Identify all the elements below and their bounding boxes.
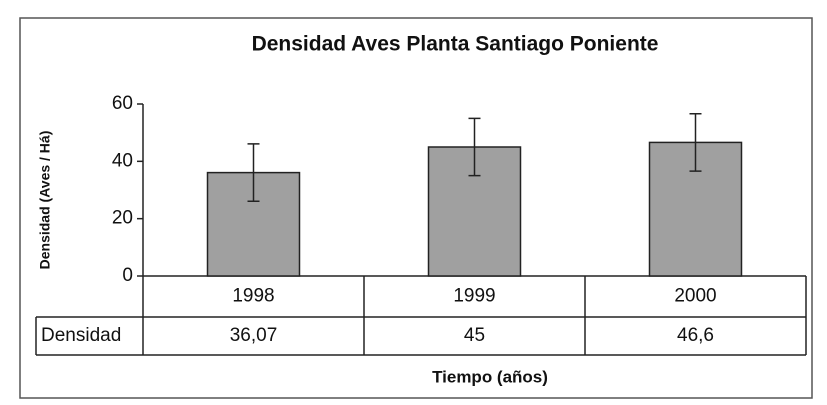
x-tick-label: 2000: [674, 286, 716, 307]
x-tick-label: 1999: [453, 286, 495, 307]
error-bar: [247, 143, 260, 203]
legend-label: Densidad: [41, 325, 121, 346]
table-value: 46,6: [677, 325, 714, 346]
error-bar: [689, 112, 702, 172]
y-axis-label: Densidad (Aves / Há): [37, 131, 53, 270]
error-bar: [468, 117, 481, 177]
y-tick-label: 0: [122, 265, 133, 286]
bar: [427, 146, 522, 277]
bar: [206, 171, 301, 277]
chart-title: Densidad Aves Planta Santiago Poniente: [252, 33, 659, 56]
y-tick-label: 20: [112, 208, 133, 229]
table-value: 45: [464, 325, 485, 346]
x-tick-label: 1998: [232, 286, 274, 307]
table-value: 36,07: [230, 325, 278, 346]
y-tick-label: 40: [112, 150, 133, 171]
x-axis-label: Tiempo (años): [432, 367, 548, 386]
y-tick-label: 60: [112, 93, 133, 114]
